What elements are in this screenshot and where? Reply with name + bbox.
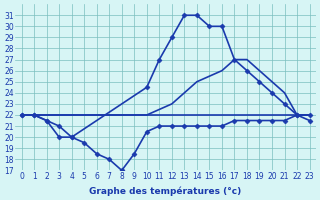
X-axis label: Graphe des températures (°c): Graphe des températures (°c) bbox=[90, 186, 242, 196]
